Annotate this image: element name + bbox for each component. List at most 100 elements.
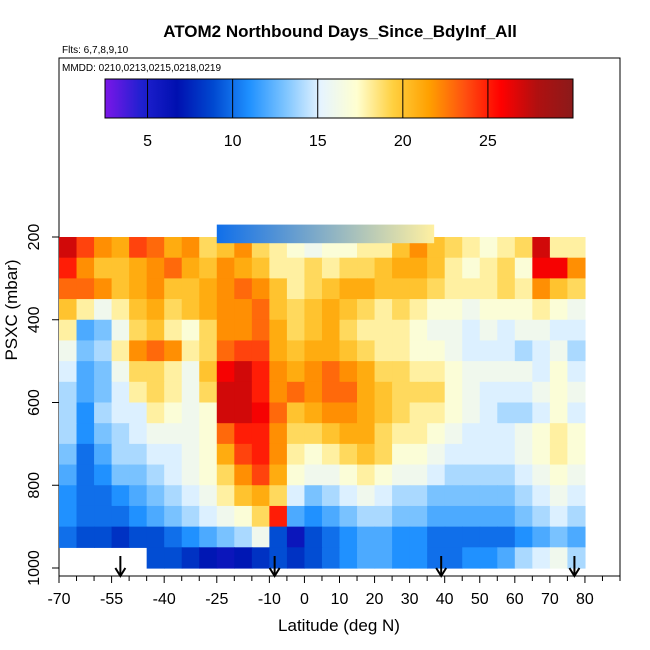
heatmap-cell [532, 237, 551, 259]
heatmap-cell [164, 485, 183, 507]
heatmap-cell [549, 299, 569, 321]
heatmap-cell [339, 381, 358, 404]
heatmap-cell [462, 257, 481, 279]
x-tick-label: -25 [205, 591, 228, 608]
heatmap-cell [549, 319, 569, 342]
heatmap-cell [374, 361, 393, 383]
heatmap-cell [409, 340, 428, 362]
heatmap-cell [409, 464, 428, 486]
x-tick-label: 40 [436, 591, 454, 608]
heatmap-cell [94, 361, 113, 383]
latitude-arrows [114, 556, 581, 578]
heatmap-cell [392, 526, 411, 548]
heatmap-cell [462, 237, 481, 259]
heatmap-cell [111, 464, 130, 486]
heatmap-cell [181, 319, 200, 342]
heatmap-cell [216, 505, 235, 528]
heatmap-cell [462, 485, 481, 507]
heatmap-cell [59, 402, 78, 424]
x-tick-label: 60 [506, 591, 524, 608]
heatmap-cell [479, 547, 498, 569]
heatmap-cell [199, 237, 218, 259]
x-tick-label: -70 [47, 591, 70, 608]
heatmap-cell [567, 423, 586, 445]
heatmap-cell [216, 299, 235, 321]
heatmap-cell [251, 505, 270, 528]
arrow-head [268, 567, 281, 578]
heatmap-cell [321, 443, 341, 466]
flights-label: Flts: 6,7,8,9,10 [62, 45, 129, 56]
heatmap-cell [567, 340, 586, 362]
heatmap-cell [321, 485, 341, 507]
heatmap-cell [216, 464, 235, 486]
heatmap-cell [374, 505, 393, 528]
heatmap-cell [427, 278, 446, 300]
heatmap-cell [514, 319, 533, 342]
heatmap-cell [339, 402, 358, 424]
heatmap-cell [479, 319, 498, 342]
heatmap-cell [234, 485, 253, 507]
heatmap-cell [357, 381, 376, 404]
heatmap-cell [392, 547, 411, 569]
heatmap-cell [357, 485, 376, 507]
heatmap-cell [164, 319, 183, 342]
heatmap-cell [462, 361, 481, 383]
heatmap-cell [392, 443, 411, 466]
heatmap-cell [199, 443, 218, 466]
heatmap-cell [392, 402, 411, 424]
heatmap-cell [409, 443, 428, 466]
dates-label: MMDD: 0210,0213,0215,0218,0219 [62, 63, 221, 74]
heatmap-cell [374, 299, 393, 321]
heatmap-cell [427, 402, 446, 424]
heatmap-cell [374, 485, 393, 507]
heatmap-cell [427, 505, 446, 528]
heatmap-cell [111, 443, 130, 466]
heatmap-cell [392, 257, 411, 279]
heatmap-cell [357, 257, 376, 279]
heatmap-cell [76, 505, 95, 528]
heatmap-cell [321, 340, 341, 362]
heatmap-cell [269, 319, 288, 342]
heatmap-cell [427, 340, 446, 362]
heatmap-cell [409, 547, 428, 569]
heatmap-cell [374, 340, 393, 362]
heatmap-cell [76, 381, 95, 404]
heatmap-cell [199, 319, 218, 342]
heatmap-cell [304, 402, 323, 424]
heatmap-cell [304, 505, 323, 528]
heatmap-cell [129, 278, 148, 300]
heatmap-cell [374, 319, 393, 342]
heatmap-cell [409, 526, 428, 548]
heatmap-cell [129, 319, 148, 342]
x-tick-label: 70 [541, 591, 559, 608]
heatmap-cell [216, 319, 235, 342]
heatmap-cell [286, 464, 306, 486]
heatmap-cell [199, 547, 218, 569]
heatmap-cell [549, 526, 569, 548]
colorbar: 5 10 15 20 25 [104, 78, 574, 150]
heatmap-cell [339, 423, 358, 445]
heatmap-cell [234, 526, 253, 548]
heatmap-cell [59, 423, 78, 445]
heatmap-cell [374, 402, 393, 424]
heatmap-cell [216, 340, 235, 362]
arrow-head [114, 567, 127, 578]
x-tick-label: -55 [100, 591, 123, 608]
colorbar-tick-label: 10 [224, 133, 242, 150]
heatmap-cell [514, 402, 533, 424]
heatmap-cell [427, 547, 446, 569]
heatmap-cell [497, 237, 516, 259]
upper-strip [216, 224, 435, 244]
heatmap-cell [129, 340, 148, 362]
heatmap-cell [199, 505, 218, 528]
heatmap-cell [321, 278, 341, 300]
heatmap-cell [462, 443, 481, 466]
heatmap-cell [251, 319, 270, 342]
heatmap-cell [444, 402, 463, 424]
heatmap-cell [392, 464, 411, 486]
heatmap-cell [76, 237, 95, 259]
heatmap-cell [111, 299, 130, 321]
heatmap-cell [409, 278, 428, 300]
heatmap-cell [567, 464, 586, 486]
